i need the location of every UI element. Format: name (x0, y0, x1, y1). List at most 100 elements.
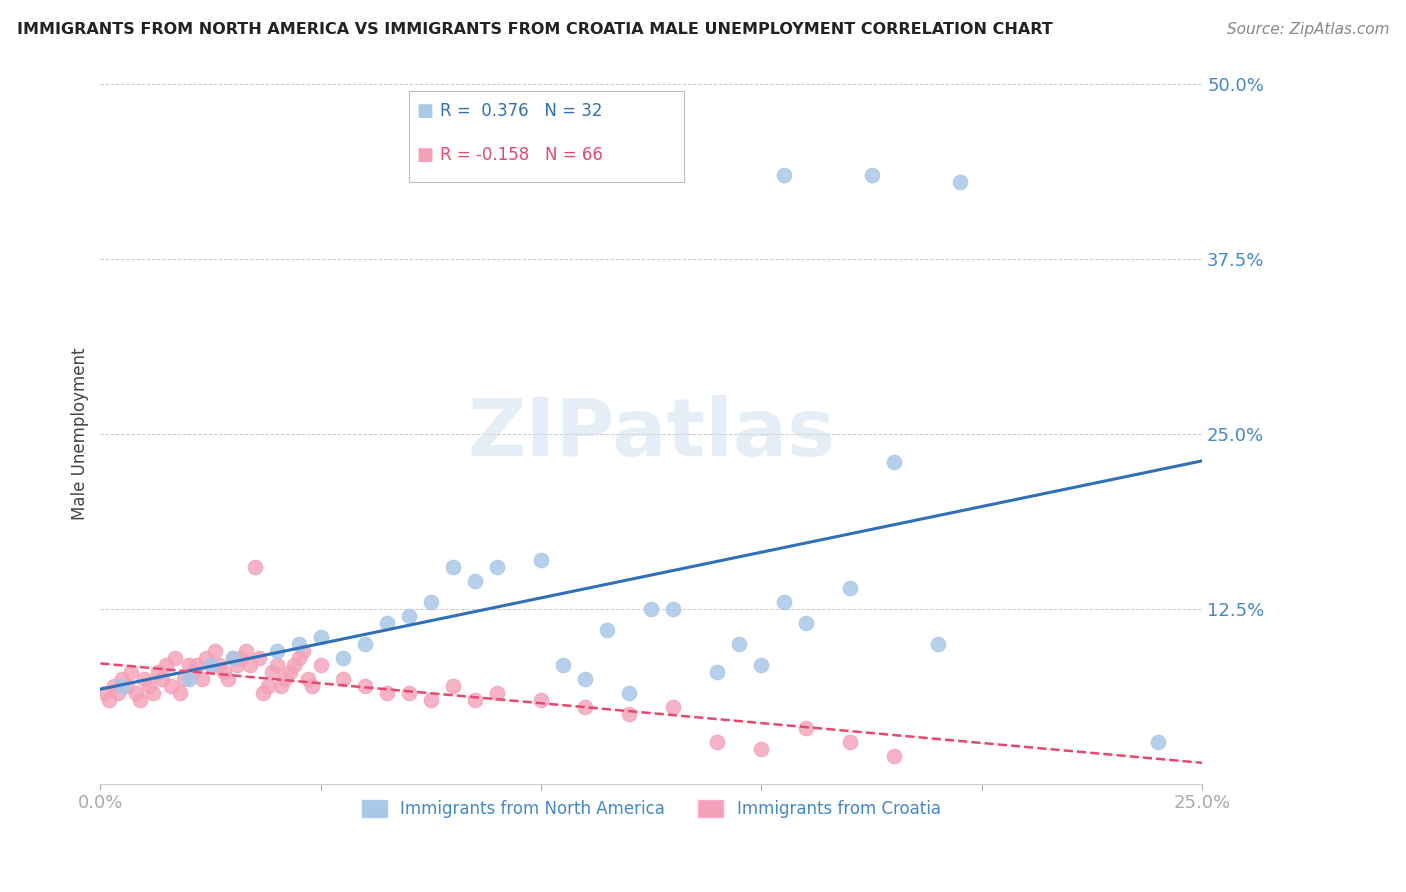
Point (243, 560, 266, 574)
Point (107, 686, 129, 700)
Point (464, 574, 486, 588)
Point (353, 679, 375, 693)
Point (235, 644, 257, 658)
Point (134, 672, 156, 686)
Point (297, 672, 319, 686)
Point (120, 665, 142, 679)
Point (486, 560, 509, 574)
Point (728, 637, 751, 651)
Point (596, 623, 619, 637)
Point (662, 602, 685, 616)
Point (860, 169, 883, 183)
Point (262, 665, 284, 679)
Point (441, 679, 464, 693)
Point (772, 595, 794, 609)
Point (111, 672, 134, 686)
Point (398, 608, 420, 623)
Point (949, 175, 972, 189)
Point (212, 665, 235, 679)
Text: Source: ZipAtlas.com: Source: ZipAtlas.com (1226, 22, 1389, 37)
Point (195, 651, 218, 665)
Point (574, 699, 596, 714)
Point (208, 657, 231, 672)
Point (270, 679, 292, 693)
Point (883, 748, 905, 763)
Point (200, 657, 222, 672)
Point (226, 657, 249, 672)
Point (883, 455, 905, 469)
Point (266, 644, 288, 658)
Text: ■: ■ (416, 146, 433, 164)
Text: IMMIGRANTS FROM NORTH AMERICA VS IMMIGRANTS FROM CROATIA MALE UNEMPLOYMENT CORRE: IMMIGRANTS FROM NORTH AMERICA VS IMMIGRA… (17, 22, 1053, 37)
Point (486, 686, 509, 700)
Point (398, 686, 420, 700)
Text: ZIPatlas: ZIPatlas (467, 395, 835, 473)
Point (142, 686, 165, 700)
Point (252, 686, 274, 700)
Point (292, 644, 315, 658)
Point (375, 615, 398, 630)
Point (278, 665, 301, 679)
Point (751, 657, 773, 672)
Point (353, 637, 375, 651)
Point (619, 686, 641, 700)
Point (751, 741, 773, 756)
Point (794, 721, 817, 735)
Point (706, 735, 728, 749)
Point (221, 651, 243, 665)
Point (706, 665, 728, 679)
Point (772, 169, 794, 183)
Point (530, 553, 553, 567)
Point (662, 699, 685, 714)
Text: R =  0.376   N = 32: R = 0.376 N = 32 (440, 103, 602, 120)
Point (309, 657, 332, 672)
Point (146, 665, 169, 679)
Point (1147, 735, 1170, 749)
Point (181, 665, 204, 679)
Legend: Immigrants from North America, Immigrants from Croatia: Immigrants from North America, Immigrant… (356, 793, 948, 824)
Point (375, 686, 398, 700)
Point (204, 644, 226, 658)
Point (94, 686, 117, 700)
Point (301, 679, 323, 693)
Point (155, 657, 177, 672)
Point (103, 679, 125, 693)
Point (574, 672, 596, 686)
Point (115, 679, 138, 693)
Text: R = -0.158   N = 66: R = -0.158 N = 66 (440, 146, 603, 164)
Point (239, 657, 262, 672)
Point (190, 672, 212, 686)
Point (124, 686, 146, 700)
Point (177, 657, 200, 672)
Point (160, 679, 183, 693)
Point (332, 672, 354, 686)
Point (129, 693, 152, 707)
Point (173, 672, 195, 686)
Point (169, 686, 191, 700)
Point (619, 706, 641, 721)
Point (165, 651, 187, 665)
Point (217, 672, 239, 686)
Point (111, 679, 134, 693)
Point (150, 672, 173, 686)
Point (138, 679, 160, 693)
Point (838, 581, 860, 595)
Point (464, 693, 486, 707)
Point (640, 602, 662, 616)
Point (332, 651, 354, 665)
Y-axis label: Male Unemployment: Male Unemployment (72, 348, 89, 520)
Point (794, 615, 817, 630)
Point (231, 651, 253, 665)
Point (98, 693, 121, 707)
Point (200, 657, 222, 672)
Point (309, 630, 332, 644)
Point (838, 735, 860, 749)
Point (186, 657, 208, 672)
Point (247, 651, 270, 665)
Point (553, 657, 575, 672)
Point (441, 560, 464, 574)
Point (266, 657, 288, 672)
Point (287, 637, 309, 651)
Point (274, 672, 297, 686)
Point (419, 595, 441, 609)
